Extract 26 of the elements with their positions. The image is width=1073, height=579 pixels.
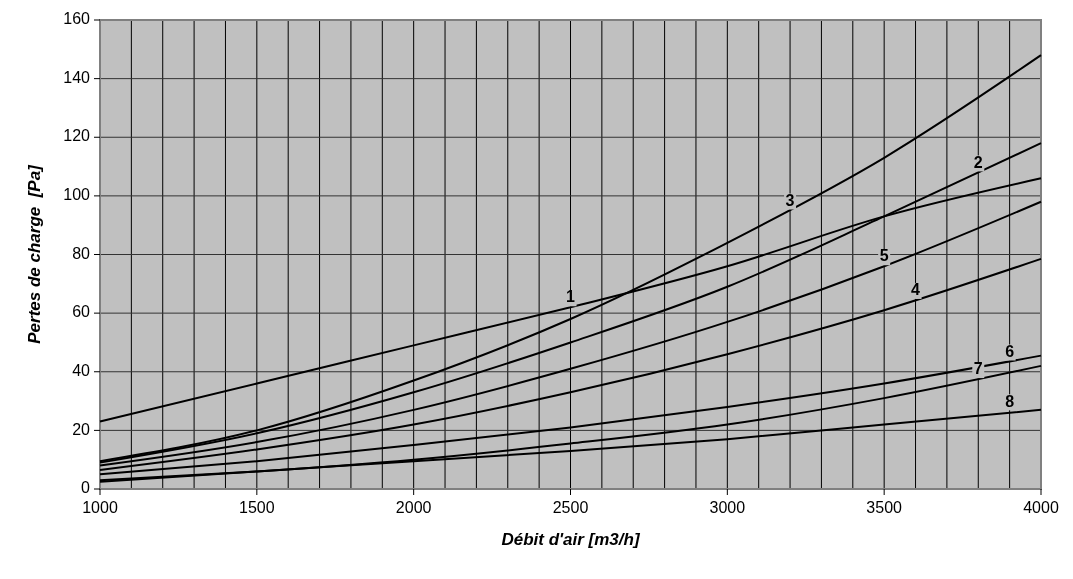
- y-tick-label: 80: [72, 244, 91, 262]
- y-tick-label: 160: [63, 10, 91, 28]
- x-tick-label: 3000: [709, 499, 746, 516]
- x-tick-label: 3500: [866, 499, 903, 516]
- y-tick-label: 40: [72, 361, 91, 379]
- annotation: 1: [566, 288, 576, 306]
- x-tick-label: 2000: [395, 499, 432, 516]
- y-tick-label: 20: [72, 420, 91, 438]
- x-tick-label: 4000: [1023, 499, 1059, 516]
- annotation: 2: [973, 153, 983, 171]
- annotation: 4: [911, 281, 921, 299]
- annotation: 6: [1005, 342, 1015, 360]
- x-axis-title: Débit d'air [m3/h]: [501, 530, 641, 549]
- annotation: 3: [785, 191, 795, 209]
- y-tick-label: 0: [81, 479, 91, 497]
- y-axis-title: Pertes de charge [Pa]: [25, 163, 44, 344]
- y-tick-label: 120: [63, 127, 91, 145]
- annotation: 5: [879, 247, 889, 265]
- y-tick-label: 140: [63, 68, 91, 86]
- x-tick-label: 1000: [82, 499, 118, 516]
- annotation: 8: [1005, 392, 1015, 410]
- y-tick-label: 100: [63, 186, 91, 204]
- x-tick-label: 2500: [552, 499, 589, 516]
- x-tick-label: 1500: [239, 499, 275, 516]
- annotation: 7: [973, 360, 983, 378]
- y-tick-label: 60: [72, 303, 91, 321]
